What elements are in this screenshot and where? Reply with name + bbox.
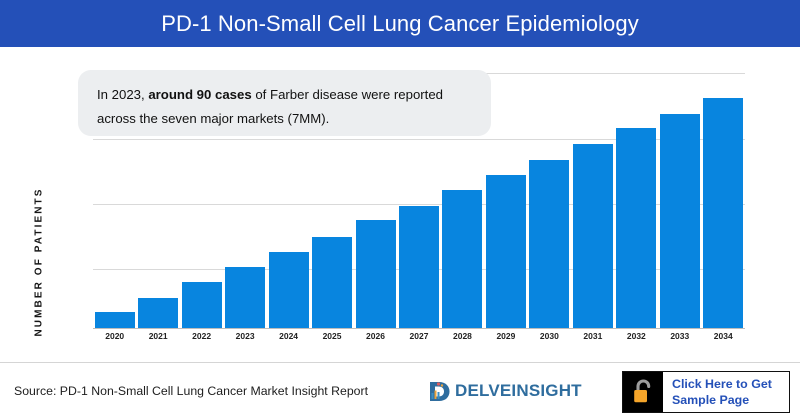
bar-2032[interactable] — [616, 127, 657, 328]
bar-slot — [397, 67, 440, 328]
bar-2027[interactable] — [398, 206, 439, 328]
bar-2023[interactable] — [225, 267, 266, 328]
bar-2029[interactable] — [485, 175, 526, 328]
get-sample-page-button[interactable]: Click Here to Get Sample Page — [622, 371, 790, 413]
unlock-icon — [623, 371, 663, 413]
cta-text: Click Here to Get Sample Page — [663, 372, 789, 412]
x-axis-labels: 2020 2021 2022 2023 2024 2025 2026 2027 2028 2029… — [93, 331, 745, 341]
bar-2028[interactable] — [442, 190, 483, 328]
bar-2022[interactable] — [181, 282, 222, 328]
page-title: PD-1 Non-Small Cell Lung Cancer Epidemio… — [161, 10, 639, 36]
logo-d-icon — [430, 382, 450, 401]
bar-slot — [484, 67, 527, 328]
x-label-2023: 2023 — [235, 331, 255, 341]
x-label-2021: 2021 — [148, 331, 168, 341]
bar-slot — [267, 67, 310, 328]
callout-box: In 2023, around 90 cases of Farber disea… — [78, 70, 491, 136]
bar-2025[interactable] — [312, 237, 353, 328]
unlock-icon-glyph — [634, 379, 651, 403]
callout-text-tail: of Farber disease were reported across t… — [97, 87, 444, 126]
bar-slot — [310, 67, 353, 328]
x-label-2031: 2031 — [583, 331, 603, 341]
source-label: Source: PD-1 Non-Small Cell Lung Cancer … — [14, 384, 369, 398]
bar-slot — [136, 67, 179, 328]
x-label-2030: 2030 — [539, 331, 559, 341]
bar-slot — [702, 67, 745, 328]
x-label-2020: 2020 — [105, 331, 125, 341]
plot-area — [93, 67, 745, 329]
x-label-2027: 2027 — [409, 331, 429, 341]
bar-slot — [354, 67, 397, 328]
bar-2026[interactable] — [355, 219, 396, 328]
x-label-2032: 2032 — [626, 331, 646, 341]
bar-2033[interactable] — [659, 114, 700, 328]
x-label-2029: 2029 — [496, 331, 516, 341]
delveinsight-logo: DELVEINSIGHT — [428, 378, 582, 404]
x-label-2024: 2024 — [279, 331, 299, 341]
axis-baseline — [93, 328, 745, 329]
bar-series — [93, 67, 745, 328]
bar-slot — [180, 67, 223, 328]
logo-wordmark: DELVEINSIGHT — [455, 381, 582, 400]
x-label-2026: 2026 — [366, 331, 385, 341]
gridline-50 — [93, 204, 745, 205]
bar-2021[interactable] — [138, 298, 179, 328]
x-label-2033: 2033 — [670, 331, 690, 341]
y-axis-title: NUMBER OF PATIENTS — [30, 157, 48, 367]
page-header: PD-1 Non-Small Cell Lung Cancer Epidemio… — [0, 0, 800, 47]
callout-text-lead: In 2023, — [97, 87, 149, 102]
bar-2020[interactable] — [94, 311, 135, 328]
bar-2034[interactable] — [703, 98, 744, 328]
cta-line-1: Click Here to Get — [672, 377, 772, 391]
bar-slot — [441, 67, 484, 328]
x-label-2034: 2034 — [713, 331, 733, 341]
gridline-75 — [93, 139, 745, 140]
y-axis-title-label: NUMBER OF PATIENTS — [33, 187, 45, 337]
x-label-2022: 2022 — [192, 331, 212, 341]
callout-text-highlight: around 90 cases — [148, 87, 252, 102]
bar-slot — [571, 67, 614, 328]
cta-line-2: Sample Page — [672, 393, 750, 407]
bar-slot — [528, 67, 571, 328]
x-label-2025: 2025 — [322, 331, 342, 341]
bar-slot — [93, 67, 136, 328]
bar-2030[interactable] — [529, 160, 570, 328]
bar-2031[interactable] — [572, 144, 613, 328]
callout-text: In 2023, around 90 cases of Farber disea… — [97, 83, 471, 131]
bar-slot — [223, 67, 266, 328]
bar-slot — [615, 67, 658, 328]
x-label-2028: 2028 — [452, 331, 472, 341]
logo-mark-icon — [428, 379, 454, 403]
bar-slot — [658, 67, 701, 328]
bar-2024[interactable] — [268, 252, 309, 328]
